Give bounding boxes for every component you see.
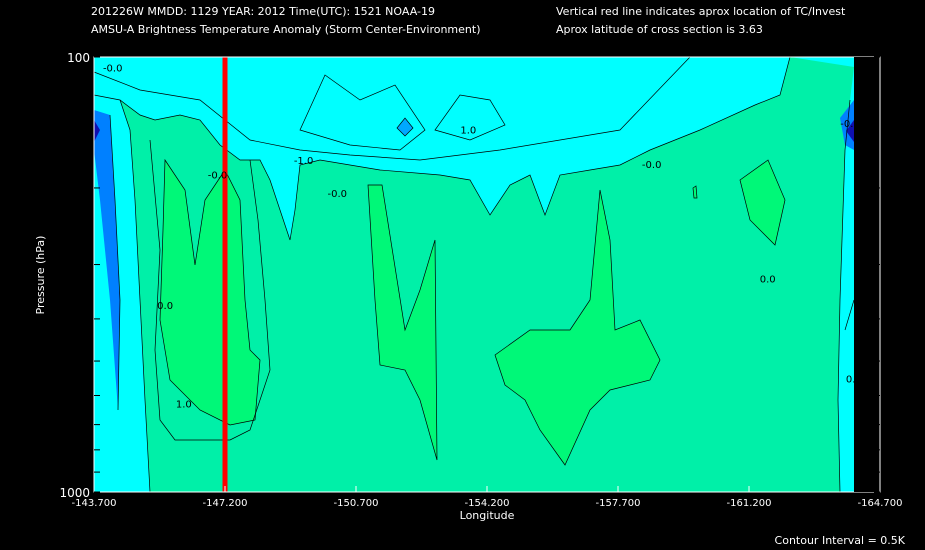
- region-blue-right: [840, 100, 854, 150]
- x-tick-label: -150.700: [334, 498, 379, 509]
- region-green-right: [739, 159, 786, 246]
- region-m1-5-dot: [396, 117, 414, 137]
- contour-labels: -0.0 -1.0 -0.0 1.0 -0.0 -0.0 0.0 0.0 1.0 -0.0 0.0: [103, 64, 862, 411]
- region-cyan-upper: [94, 57, 854, 240]
- contour-label: -0.0: [840, 119, 860, 130]
- header-line1-left: 201226W MMDD: 1129 YEAR: 2012 Time(UTC):…: [91, 5, 435, 18]
- header-line2-right: Aprox latitude of cross section is 3.63: [556, 23, 763, 36]
- x-axis-label: Longitude: [460, 509, 515, 522]
- header-line2-left: AMSU-A Brightness Temperature Anomaly (S…: [91, 23, 481, 36]
- region-green-small: [692, 185, 698, 199]
- contour-left-a: [119, 99, 151, 493]
- region-darkblue-left: [94, 120, 100, 142]
- contour-label: 0.0: [846, 374, 862, 385]
- contour-right-b: [844, 299, 855, 331]
- contour-left-b: [109, 114, 121, 411]
- contour-label: -0.0: [103, 64, 123, 75]
- plot-black-right-strip: [854, 57, 880, 492]
- y-tick-label: 1000: [59, 486, 90, 500]
- contour-label: 0.0: [760, 275, 776, 286]
- contour-label: -0.0: [328, 189, 348, 200]
- x-tick-label: -161.200: [727, 498, 772, 509]
- contour-label: -0.0: [642, 160, 662, 171]
- y-axis-label: Pressure (hPa): [34, 236, 47, 315]
- header-line1-right: Vertical red line indicates aprox locati…: [556, 5, 846, 18]
- contour-label: -0.0: [208, 170, 228, 181]
- x-tick-label: -154.200: [465, 498, 510, 509]
- x-tick-label: -147.200: [203, 498, 248, 509]
- x-axis-ticks: -143.700 -147.200 -150.700 -154.200 -157.700…: [72, 486, 903, 509]
- region-darkblue-right: [846, 120, 854, 142]
- region-green-center: [494, 189, 661, 466]
- region-green-left: [159, 158, 261, 426]
- contour-zero-upper: [93, 56, 791, 241]
- contour-zero-mid: [149, 139, 271, 441]
- y-axis-ticks: 100 1000: [59, 51, 880, 500]
- contour-label: 1.0: [176, 400, 192, 411]
- contour-label: 1.0: [460, 126, 476, 137]
- contour-label: -1.0: [294, 156, 314, 167]
- region-cyan-right: [838, 67, 854, 492]
- contour-right-a: [837, 99, 851, 493]
- contour-interval-note: Contour Interval = 0.5K: [774, 534, 905, 547]
- x-tick-label: -143.700: [72, 498, 117, 509]
- contour-lines: [93, 56, 855, 493]
- y-tick-label: 100: [67, 51, 90, 65]
- x-tick-label: -157.700: [596, 498, 641, 509]
- contour-m05-upper: [93, 56, 691, 161]
- region-green-mid: [367, 184, 438, 461]
- region-m1-pocket-a: [299, 74, 426, 151]
- contour-label: 0.0: [157, 301, 173, 312]
- x-tick-label: -164.700: [858, 498, 903, 509]
- region-m1-pocket-b: [434, 94, 506, 141]
- region-blue-left: [94, 110, 120, 410]
